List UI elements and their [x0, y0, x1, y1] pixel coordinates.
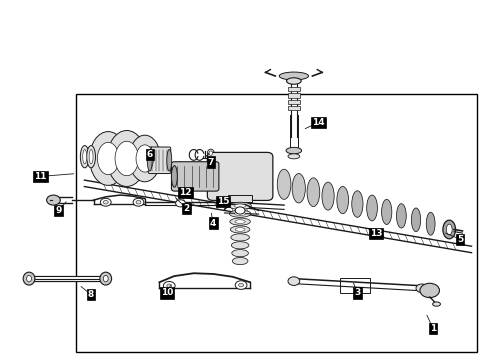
- Ellipse shape: [129, 135, 160, 182]
- FancyBboxPatch shape: [148, 147, 171, 174]
- Text: 5: 5: [457, 235, 463, 244]
- Ellipse shape: [147, 149, 152, 171]
- Ellipse shape: [352, 191, 363, 217]
- Text: 15: 15: [217, 197, 229, 206]
- Ellipse shape: [286, 147, 302, 154]
- Ellipse shape: [288, 154, 300, 159]
- Ellipse shape: [232, 257, 248, 265]
- Text: 3: 3: [354, 288, 361, 297]
- Text: 13: 13: [369, 229, 382, 238]
- Ellipse shape: [167, 149, 172, 171]
- Ellipse shape: [322, 182, 334, 210]
- Ellipse shape: [80, 145, 89, 168]
- Ellipse shape: [235, 228, 245, 231]
- Ellipse shape: [396, 204, 406, 228]
- Ellipse shape: [100, 272, 112, 285]
- Bar: [288, 87, 300, 91]
- Ellipse shape: [209, 151, 213, 155]
- Ellipse shape: [89, 149, 93, 164]
- Circle shape: [163, 282, 175, 290]
- Circle shape: [167, 284, 172, 288]
- Ellipse shape: [87, 145, 96, 168]
- Ellipse shape: [230, 218, 250, 225]
- Bar: [228, 195, 252, 202]
- Text: 2: 2: [183, 204, 190, 213]
- Ellipse shape: [229, 202, 251, 210]
- Ellipse shape: [287, 78, 301, 84]
- Ellipse shape: [235, 220, 245, 224]
- Ellipse shape: [277, 169, 291, 199]
- Circle shape: [103, 201, 108, 204]
- Circle shape: [133, 198, 144, 206]
- Circle shape: [175, 200, 185, 207]
- Text: 9: 9: [55, 206, 62, 215]
- Text: 1: 1: [430, 324, 436, 333]
- Circle shape: [136, 201, 141, 204]
- Circle shape: [235, 281, 247, 289]
- Ellipse shape: [23, 272, 35, 285]
- Text: 6: 6: [147, 150, 153, 159]
- Ellipse shape: [279, 72, 309, 80]
- Ellipse shape: [231, 242, 249, 249]
- Ellipse shape: [235, 212, 245, 216]
- Ellipse shape: [107, 131, 147, 186]
- Ellipse shape: [292, 174, 305, 203]
- Ellipse shape: [412, 208, 420, 231]
- Bar: [288, 100, 300, 104]
- Circle shape: [288, 277, 300, 285]
- Text: 14: 14: [312, 118, 324, 127]
- Text: 12: 12: [179, 188, 192, 197]
- Ellipse shape: [433, 302, 441, 306]
- Ellipse shape: [231, 234, 249, 241]
- Ellipse shape: [136, 145, 154, 172]
- Bar: [340, 278, 369, 293]
- Ellipse shape: [232, 249, 248, 257]
- Circle shape: [100, 198, 111, 206]
- Circle shape: [235, 207, 245, 214]
- Circle shape: [416, 284, 428, 293]
- Circle shape: [420, 283, 440, 298]
- Bar: [288, 93, 300, 98]
- Ellipse shape: [98, 142, 119, 175]
- Ellipse shape: [90, 132, 127, 185]
- Ellipse shape: [382, 199, 392, 225]
- Text: 8: 8: [88, 290, 94, 299]
- FancyBboxPatch shape: [207, 152, 273, 201]
- Ellipse shape: [307, 178, 320, 207]
- FancyBboxPatch shape: [172, 162, 219, 191]
- Text: 10: 10: [161, 288, 173, 297]
- Ellipse shape: [235, 204, 245, 208]
- Bar: [76, 94, 477, 352]
- Bar: [288, 106, 300, 111]
- Ellipse shape: [207, 149, 214, 157]
- Ellipse shape: [443, 220, 456, 239]
- Ellipse shape: [83, 149, 87, 164]
- Text: 4: 4: [210, 219, 217, 228]
- Ellipse shape: [367, 195, 377, 221]
- Ellipse shape: [426, 212, 435, 235]
- Text: 7: 7: [208, 158, 214, 167]
- Ellipse shape: [229, 210, 251, 217]
- Ellipse shape: [103, 275, 108, 282]
- Ellipse shape: [115, 141, 139, 176]
- Circle shape: [239, 283, 244, 287]
- Ellipse shape: [26, 275, 31, 282]
- Ellipse shape: [230, 226, 250, 233]
- Ellipse shape: [337, 186, 348, 214]
- Circle shape: [47, 195, 60, 205]
- Ellipse shape: [446, 224, 452, 235]
- Ellipse shape: [172, 166, 177, 187]
- Text: 11: 11: [34, 172, 47, 181]
